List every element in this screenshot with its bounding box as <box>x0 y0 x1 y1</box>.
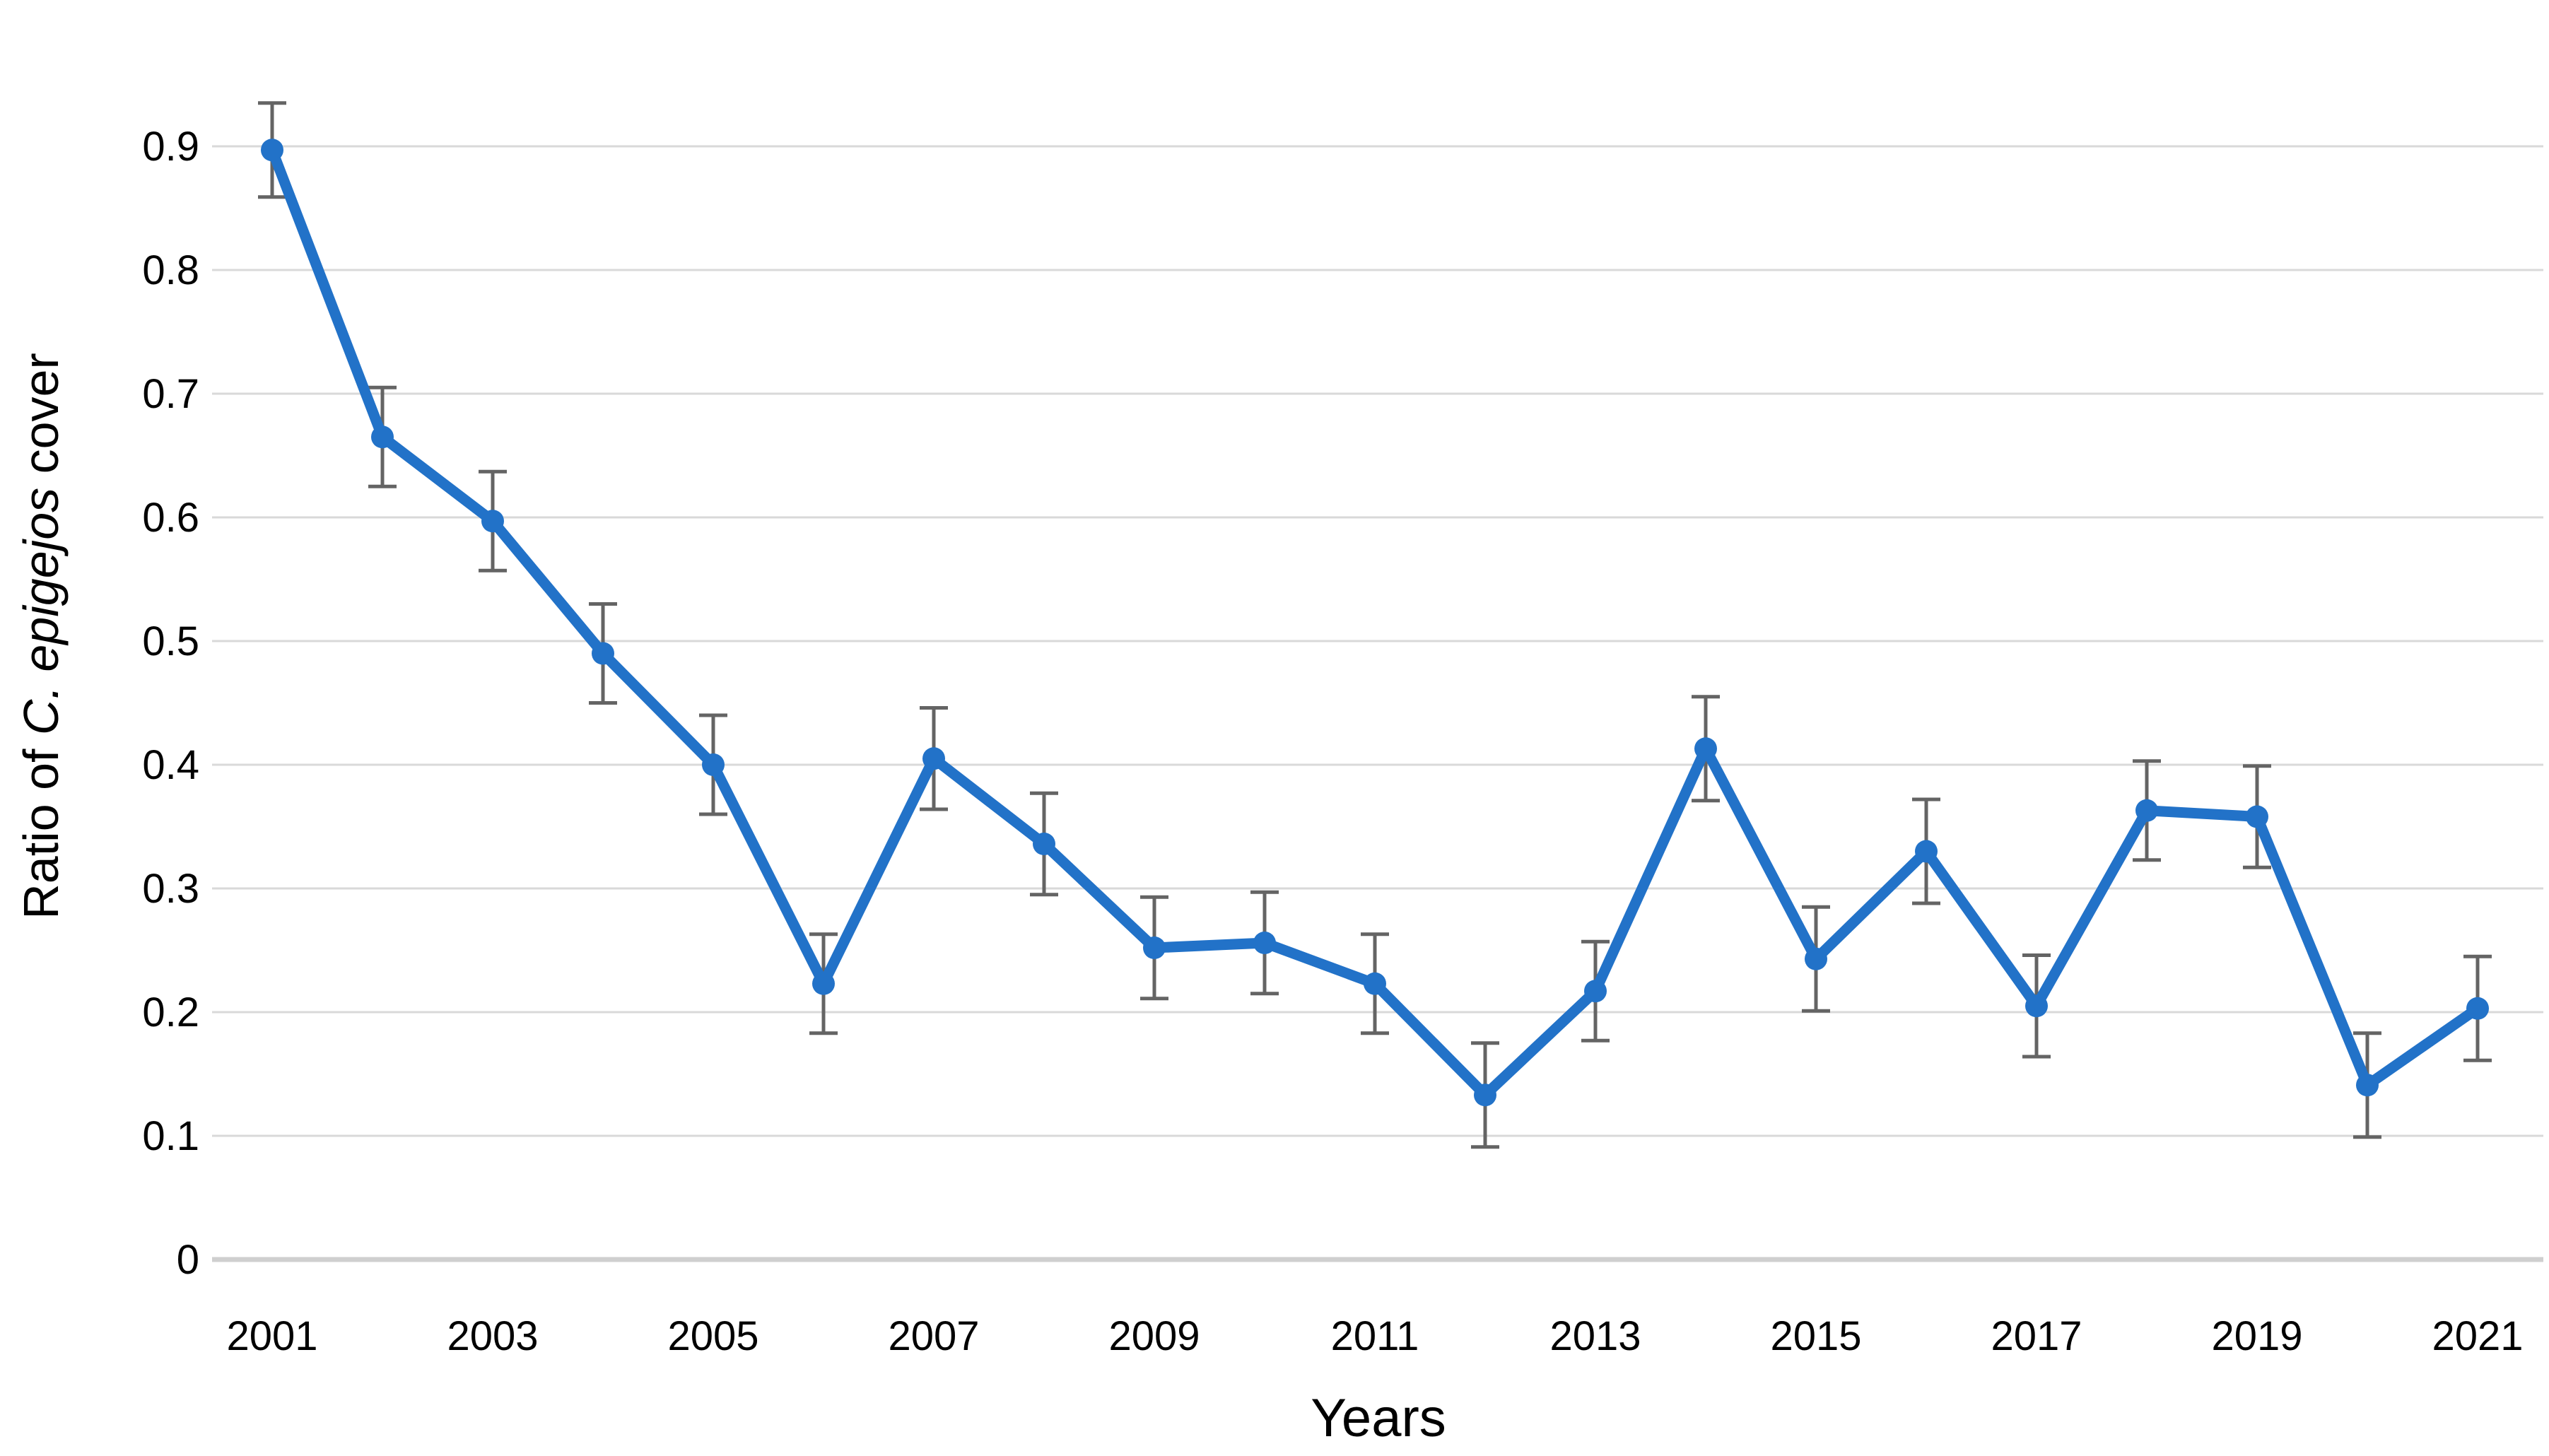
data-point-2015 <box>1805 947 1827 970</box>
x-tick-label: 2017 <box>1991 1313 2082 1359</box>
x-tick-label: 2015 <box>1770 1313 1861 1359</box>
x-tick-label: 2019 <box>2211 1313 2302 1359</box>
x-tick-label: 2003 <box>447 1313 538 1359</box>
data-point-2005 <box>702 753 725 776</box>
data-point-2018 <box>2135 799 2158 822</box>
x-tick-label: 2005 <box>667 1313 758 1359</box>
data-point-2008 <box>1033 833 1055 855</box>
gridlines <box>212 145 2543 1262</box>
x-tick-label: 2009 <box>1108 1313 1200 1359</box>
data-point-2021 <box>2466 997 2489 1020</box>
x-tick-labels: 2001 2003 2005 2007 2009 2011 2013 2015 2017 2019… <box>226 1313 2523 1359</box>
x-tick-label: 2021 <box>2432 1313 2523 1359</box>
x-axis-title: Years <box>1311 1388 1446 1448</box>
data-point-2001 <box>261 139 283 162</box>
y-tick-label: 0.6 <box>142 495 199 541</box>
y-axis-title: Ratio of C. epigejos cover <box>13 353 69 920</box>
data-point-2010 <box>1253 932 1276 954</box>
y-tick-label: 0.9 <box>142 124 199 170</box>
data-point-2009 <box>1143 937 1166 959</box>
y-tick-label: 0.1 <box>142 1113 199 1159</box>
error-bars <box>258 101 2492 1149</box>
data-point-2007 <box>922 747 945 770</box>
data-point-2003 <box>481 510 504 533</box>
y-tick-label: 0.8 <box>142 247 199 293</box>
data-point-2017 <box>2025 994 2048 1018</box>
x-tick-label: 2013 <box>1549 1313 1641 1359</box>
y-tick-label: 0.5 <box>142 618 199 664</box>
y-tick-label: 0.4 <box>142 742 199 788</box>
data-point-2019 <box>2246 805 2268 828</box>
data-point-2013 <box>1584 980 1607 1003</box>
y-tick-label: 0.3 <box>142 866 199 912</box>
data-point-2020 <box>2356 1074 2379 1097</box>
y-tick-label: 0.2 <box>142 990 199 1035</box>
data-points <box>261 139 2489 1107</box>
y-tick-label: 0.7 <box>142 371 199 417</box>
x-tick-label: 2011 <box>1331 1313 1419 1359</box>
data-point-2016 <box>1915 840 1938 863</box>
data-point-2011 <box>1364 972 1386 995</box>
y-tick-label: 0 <box>177 1237 199 1283</box>
data-point-2002 <box>371 425 394 449</box>
x-tick-label: 2001 <box>226 1313 317 1359</box>
data-point-2006 <box>812 972 835 995</box>
data-point-2012 <box>1474 1084 1496 1107</box>
x-tick-label: 2007 <box>888 1313 979 1359</box>
data-point-2014 <box>1694 737 1717 761</box>
y-tick-labels: 0 0.1 0.2 0.3 0.4 0.5 0.6 0.7 0.8 0.9 <box>142 124 199 1283</box>
data-point-2004 <box>592 642 614 665</box>
